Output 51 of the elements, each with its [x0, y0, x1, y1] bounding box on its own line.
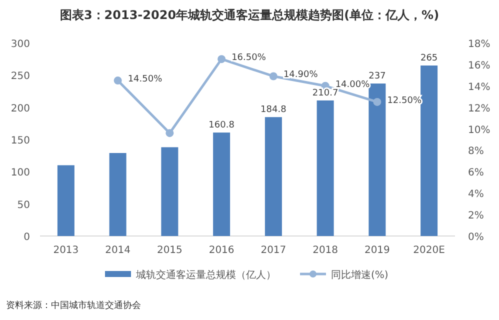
data-label: 265	[420, 54, 438, 64]
x-tick-label: 2015	[156, 245, 182, 256]
y2-tick-label: 2%	[468, 210, 484, 222]
x-tick-label: 2017	[260, 245, 286, 256]
data-label: 14.90%	[283, 70, 318, 80]
chart-title: 图表3：2013-2020年城轨交通客运量总规模趋势图(单位：亿人，%)	[60, 8, 440, 22]
bar	[368, 84, 386, 236]
x-tick-label: 2014	[105, 245, 131, 256]
bar	[109, 153, 126, 236]
y2-tick-label: 4%	[468, 189, 484, 200]
x-tick-label: 2013	[53, 245, 79, 256]
point	[166, 129, 174, 138]
x-tick-label: 2018	[312, 245, 338, 256]
data-label: 14.50%	[128, 74, 163, 85]
y-tick-label: 50	[17, 200, 30, 211]
y-tick-label: 200	[10, 103, 30, 114]
data-label: 16.50%	[232, 53, 266, 64]
y-tick-label: 300	[10, 39, 30, 50]
bar	[161, 147, 178, 236]
point	[269, 72, 278, 80]
y2-tick-label: 16%	[468, 60, 490, 72]
y-tick-label: 100	[10, 168, 30, 179]
bar	[213, 132, 230, 236]
y2-tick-label: 14%	[468, 82, 490, 93]
data-label: 14.00%	[335, 80, 370, 90]
bar	[57, 165, 74, 236]
bar	[316, 100, 334, 236]
bar	[264, 117, 282, 236]
y-tick-label: 0	[24, 232, 30, 243]
point	[373, 98, 382, 106]
legend-label: 同比增速(%)	[331, 269, 388, 281]
y2-tick-label: 6%	[468, 168, 484, 179]
text: 资料来源：中国城市轨道交通协会	[6, 300, 141, 311]
point	[114, 76, 122, 85]
bar	[420, 66, 438, 236]
y-tick-label: 150	[10, 136, 30, 146]
data-label: 160.8	[208, 120, 235, 131]
y2-tick-label: 10%	[468, 124, 490, 136]
y2-tick-label: 12%	[468, 103, 490, 114]
y-tick-label: 250	[10, 71, 30, 82]
y2-tick-label: 18%	[468, 39, 490, 50]
x-tick-label: 2020E	[413, 245, 445, 256]
point	[218, 55, 226, 64]
data-label: 237	[368, 72, 386, 82]
data-label: 184.8	[260, 105, 287, 116]
x-tick-label: 2019	[364, 245, 390, 256]
y2-tick-label: 0%	[468, 232, 484, 243]
data-label: 210.7	[312, 88, 338, 98]
y2-tick-label: 8%	[468, 146, 484, 158]
legend-label: 城轨交通客运量总规模（亿人）	[135, 269, 276, 281]
x-tick-label: 2016	[208, 245, 234, 256]
